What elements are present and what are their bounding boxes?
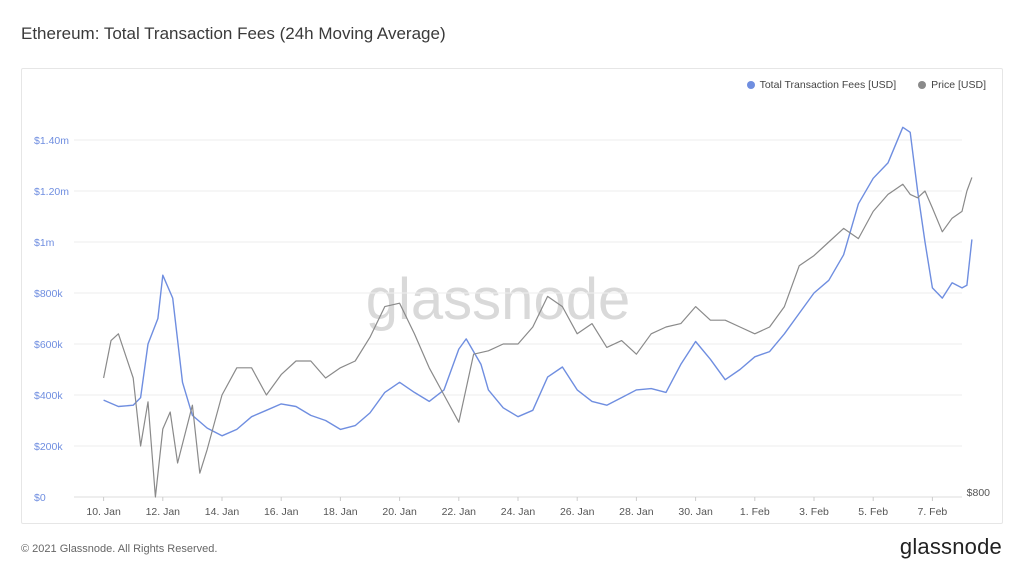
y-axis-tick-label: $600k <box>34 339 63 351</box>
y-axis-tick-label: $1.20m <box>34 186 69 198</box>
x-axis-tick-label: 3. Feb <box>799 506 829 518</box>
chart-title: Ethereum: Total Transaction Fees (24h Mo… <box>21 24 446 43</box>
x-axis-tick-label: 20. Jan <box>382 506 417 518</box>
x-axis-tick-label: 10. Jan <box>86 506 121 518</box>
y-right-axis-tick-label: $800 <box>967 487 991 499</box>
x-axis-tick-label: 7. Feb <box>918 506 948 518</box>
chart-svg: glassnode $0 $200k $400k $600k $800k $1m $1.20m… <box>34 126 991 518</box>
y-axis-tick-label: $400k <box>34 390 63 402</box>
x-axis-tick-label: 16. Jan <box>264 506 299 518</box>
legend-item-fees[interactable]: Total Transaction Fees [USD] <box>746 79 897 91</box>
x-axis-tick-label: 26. Jan <box>560 506 595 518</box>
legend-item-price[interactable]: Price [USD] <box>918 79 986 91</box>
x-axis-tick-label: 12. Jan <box>146 506 181 518</box>
y-axis-tick-label: $1m <box>34 237 55 249</box>
legend-marker-price <box>918 81 927 89</box>
x-axis-tick-label: 1. Feb <box>740 506 770 518</box>
x-axis-tick-label: 18. Jan <box>323 506 358 518</box>
legend-marker-fees <box>746 81 755 89</box>
y-axis-tick-label: $1.40m <box>34 135 69 147</box>
series-line-price <box>103 177 973 498</box>
x-axis-tick-label: 14. Jan <box>205 506 240 518</box>
x-axis-tick-label: 22. Jan <box>442 506 477 518</box>
y-axis-tick-label: $800k <box>34 288 63 300</box>
x-axis-tick-label: 28. Jan <box>619 506 654 518</box>
watermark-text: glassnode <box>366 267 630 332</box>
glassnode-logo: glassnode <box>899 534 1002 559</box>
x-axis-tick-label: 5. Feb <box>858 506 888 518</box>
legend-label-price: Price [USD] <box>931 79 986 91</box>
copyright-footer: © 2021 Glassnode. All Rights Reserved. <box>21 543 218 555</box>
y-axis-tick-label: $200k <box>34 441 63 453</box>
chart-panel: glassnode $0 $200k $400k $600k $800k $1m $1.20m… <box>21 68 1003 524</box>
chart-legend: Total Transaction Fees [USD] Price [USD] <box>746 79 986 91</box>
x-axis-tick-label: 24. Jan <box>501 506 536 518</box>
x-axis-tick-label: 30. Jan <box>678 506 713 518</box>
legend-label-fees: Total Transaction Fees [USD] <box>759 79 897 91</box>
series-line-fees <box>103 126 973 437</box>
y-axis-tick-label: $0 <box>34 492 46 504</box>
